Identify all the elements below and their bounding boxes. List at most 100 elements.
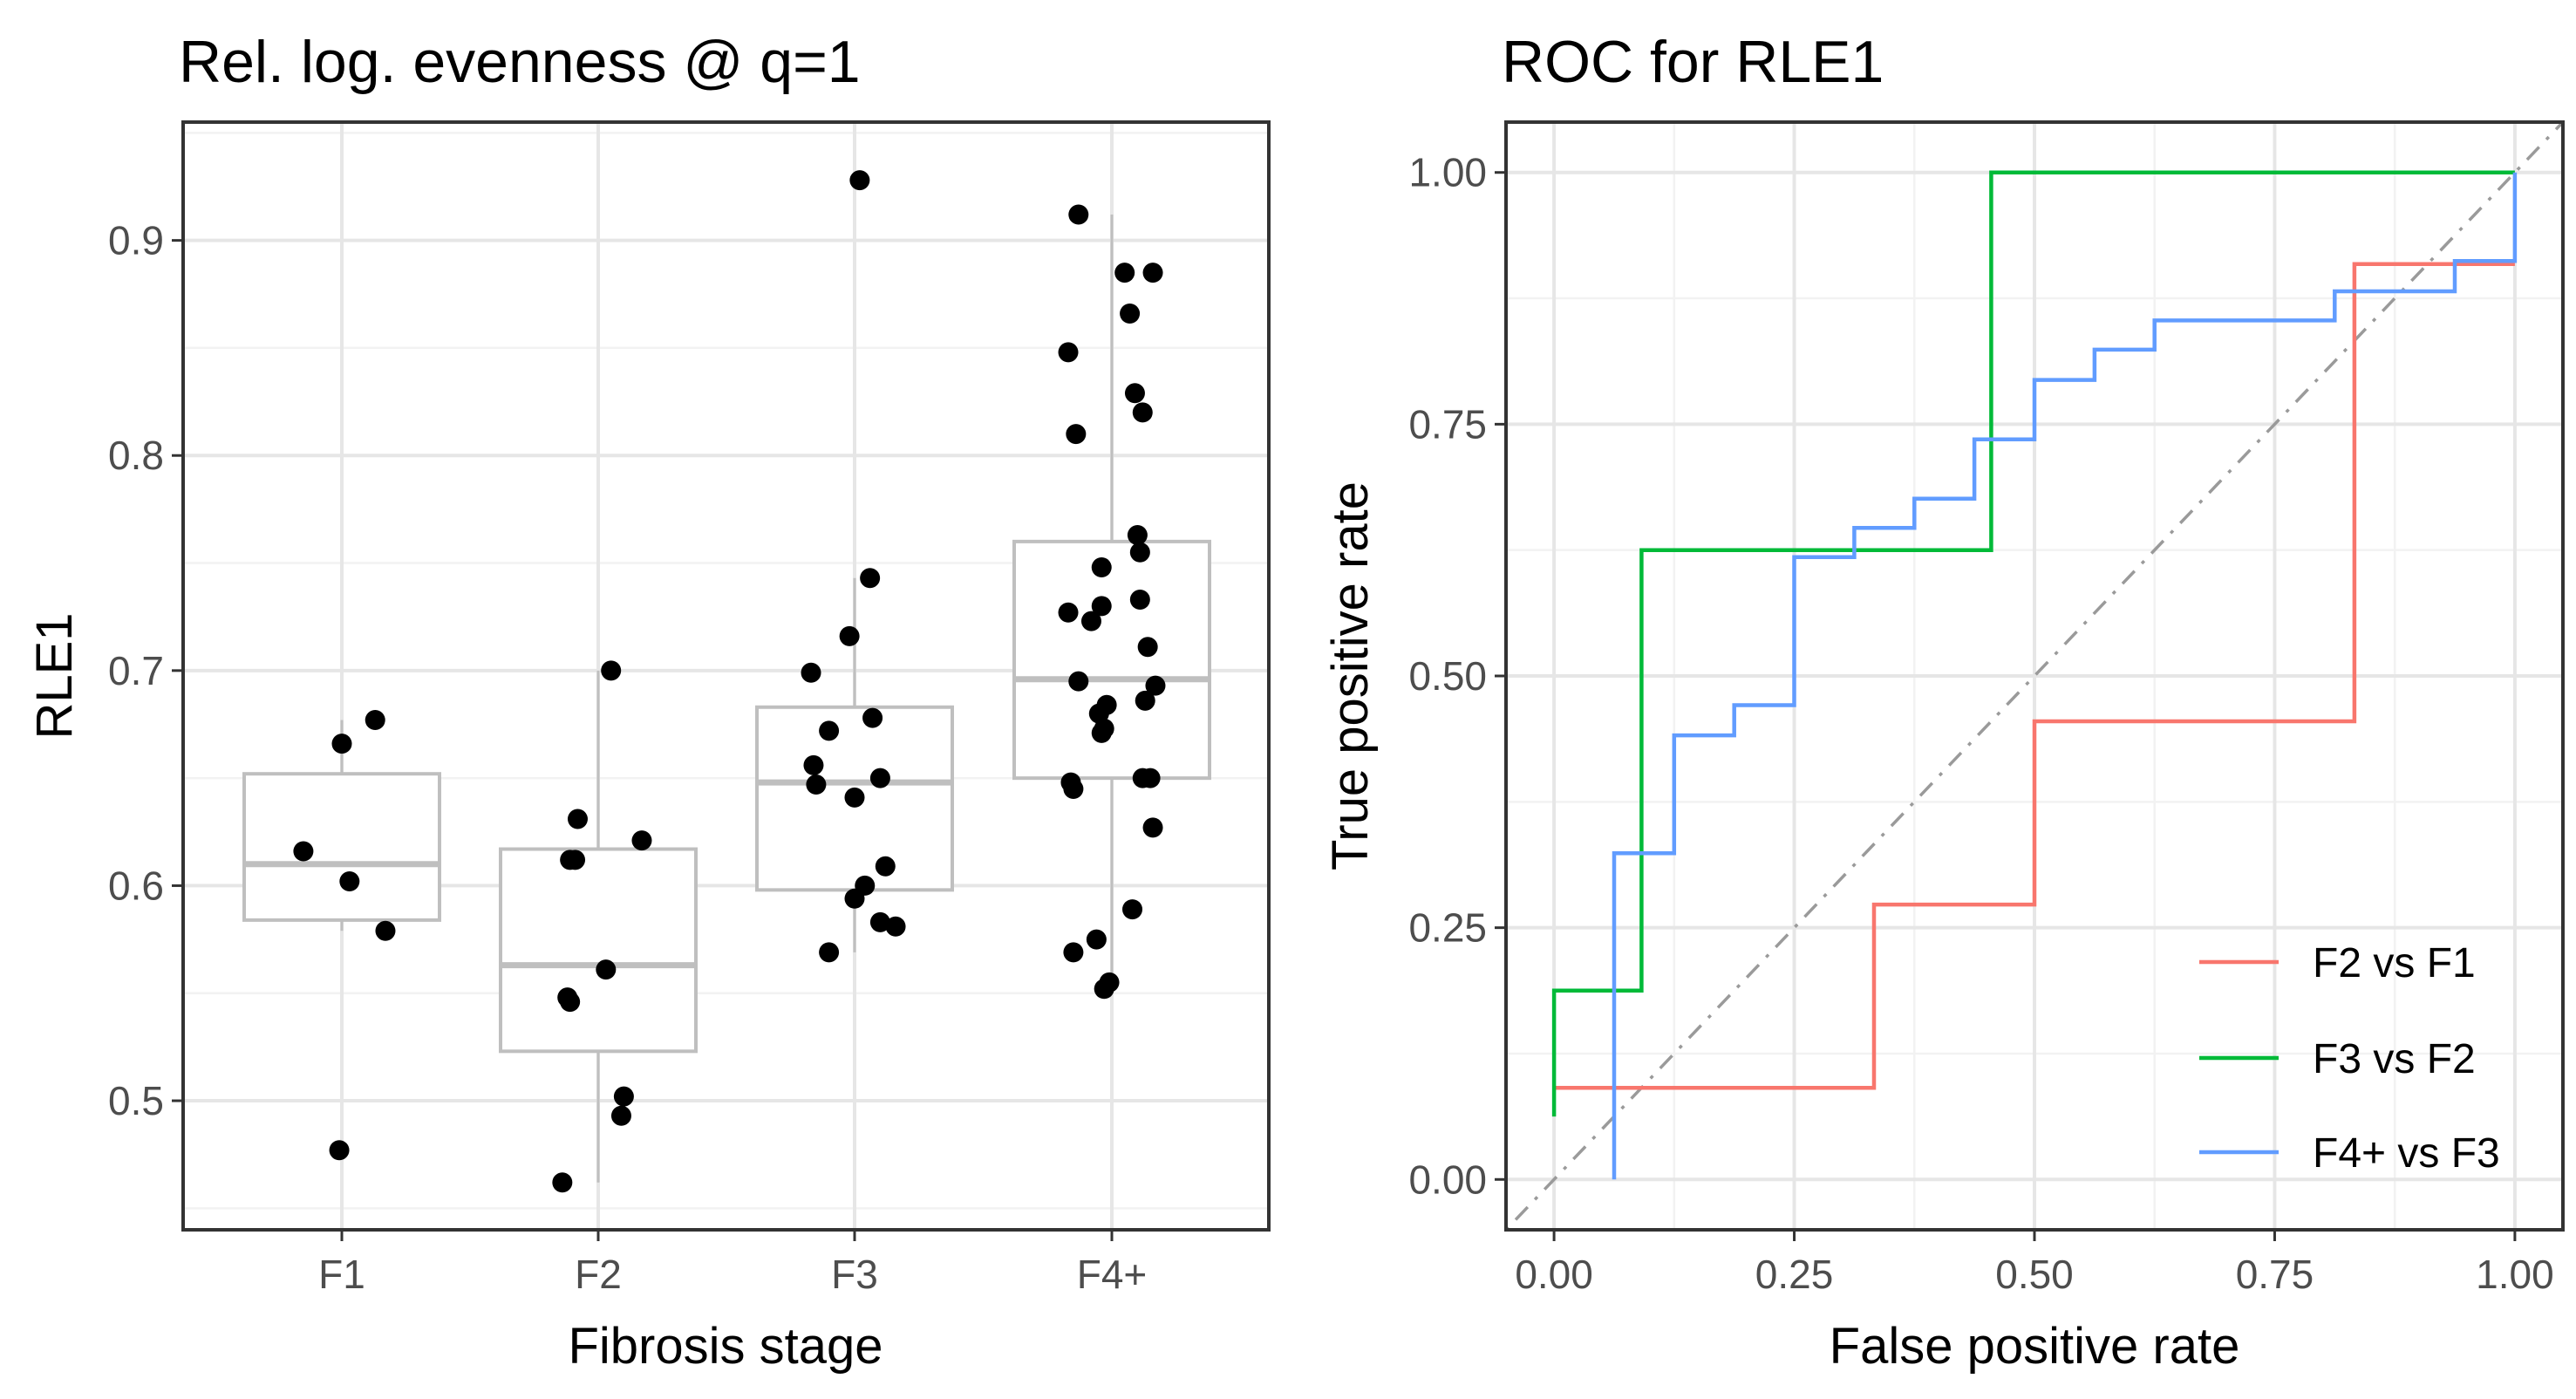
- data-point-f3: [869, 911, 890, 932]
- data-point-f2: [601, 660, 622, 681]
- data-point-f2: [560, 992, 581, 1013]
- roc-curves: [1551, 170, 2518, 1180]
- roc-x-tick-label: 0.00: [1515, 1252, 1593, 1297]
- roc-x-tick-label: 1.00: [2476, 1252, 2554, 1297]
- roc-x-tick-label: 0.75: [2236, 1252, 2314, 1297]
- data-point-f4-plus: [1063, 942, 1084, 963]
- roc-curve-f2-vs-f1: [1554, 262, 2515, 1090]
- data-point-f4-plus: [1114, 263, 1135, 283]
- roc-y-tick-label: 0.50: [1408, 653, 1487, 699]
- data-point-f3: [875, 856, 896, 877]
- data-point-f3: [844, 787, 865, 808]
- data-point-f2: [613, 1086, 634, 1107]
- y-tick-label: 0.9: [108, 218, 164, 263]
- roc-axis-ticks: 0.00 0.25 0.50 0.75 1.00 0.00 0.25 0.50 0.75 1.00: [1408, 150, 2553, 1297]
- y-tick-label: 0.7: [108, 648, 164, 693]
- data-point-f4-plus: [1137, 637, 1158, 658]
- data-point-f1: [331, 734, 352, 754]
- y-tick-label: 0.8: [108, 433, 164, 478]
- data-point-f4-plus: [1058, 602, 1079, 623]
- data-point-f4-plus: [1129, 542, 1150, 563]
- boxplot-panel: Rel. log. evenness @ q=1 0.5 0.6 0.7 0.8 0.9…: [26, 29, 1271, 1375]
- data-point-f2: [631, 830, 652, 851]
- data-point-f4-plus: [1142, 263, 1163, 283]
- box-f1: [242, 772, 441, 922]
- roc-x-axis-title: False positive rate: [1830, 1318, 2240, 1375]
- data-point-f4-plus: [1068, 671, 1089, 692]
- boxplot-boxes: [242, 215, 1211, 1183]
- data-point-f4-plus: [1068, 204, 1089, 225]
- data-point-f4-plus: [1080, 611, 1101, 631]
- data-point-f4-plus: [1091, 556, 1112, 577]
- roc-y-axis-title: True positive rate: [1322, 481, 1379, 870]
- data-point-f2: [552, 1172, 573, 1193]
- box-f2: [499, 847, 698, 1054]
- data-point-f4-plus: [1058, 342, 1079, 363]
- data-point-f3: [819, 720, 840, 741]
- data-point-f4-plus: [1088, 703, 1109, 724]
- roc-panel: ROC for RLE1 F2 vs F1 F3 vs F2 F4+ vs F3 0…: [1322, 29, 2565, 1375]
- boxplot-axis-ticks: 0.5 0.6 0.7 0.8 0.9 F1 F2 F3 F4+: [108, 218, 1147, 1297]
- data-point-f3: [803, 754, 824, 775]
- roc-y-tick-label: 0.75: [1408, 401, 1487, 447]
- data-point-f4-plus: [1086, 929, 1107, 950]
- data-point-f2: [610, 1105, 631, 1126]
- data-point-f1: [365, 710, 385, 731]
- legend-label-f4-plus-vs-f3: F4+ vs F3: [2313, 1130, 2500, 1177]
- roc-legend: F2 vs F1 F3 vs F2 F4+ vs F3: [2199, 940, 2500, 1177]
- data-point-f2: [567, 809, 588, 829]
- y-tick-label: 0.6: [108, 863, 164, 908]
- data-point-f4-plus: [1124, 383, 1145, 404]
- roc-x-tick-label: 0.50: [1995, 1252, 2074, 1297]
- y-tick-label: 0.5: [108, 1078, 164, 1123]
- data-point-f4-plus: [1091, 722, 1112, 743]
- legend-label-f2-vs-f1: F2 vs F1: [2313, 940, 2476, 986]
- box-f4-plus: [1012, 539, 1211, 781]
- boxplot-panel-border: [181, 120, 1271, 1232]
- data-point-f4-plus: [1140, 768, 1161, 788]
- boxplot-points: [293, 170, 1166, 1193]
- data-point-f4-plus: [1120, 303, 1141, 324]
- x-tick-label: F4+: [1077, 1252, 1148, 1297]
- data-point-f4-plus: [1066, 424, 1087, 445]
- data-point-f4-plus: [1127, 524, 1148, 545]
- data-point-f3: [862, 707, 883, 728]
- data-point-f4-plus: [1129, 589, 1150, 610]
- data-point-f4-plus: [1063, 778, 1084, 799]
- boxplot-x-axis-title: Fibrosis stage: [568, 1318, 883, 1375]
- x-tick-label: F2: [575, 1252, 622, 1297]
- data-point-f3: [819, 942, 840, 963]
- data-point-f4-plus: [1094, 979, 1114, 1000]
- roc-diagonal-reference-line: [1504, 120, 2565, 1232]
- data-point-f1: [375, 920, 396, 941]
- data-point-f3: [806, 775, 827, 795]
- roc-x-tick-label: 0.25: [1755, 1252, 1834, 1297]
- data-point-f3: [839, 625, 860, 646]
- data-point-f4-plus: [1135, 690, 1155, 711]
- boxplot-y-axis-title: RLE1: [26, 612, 83, 739]
- data-point-f1: [329, 1140, 350, 1161]
- data-point-f3: [869, 768, 890, 788]
- data-point-f4-plus: [1142, 817, 1163, 838]
- data-point-f1: [293, 841, 314, 862]
- data-point-f1: [339, 871, 360, 892]
- data-point-f3: [849, 170, 870, 191]
- x-tick-label: F1: [318, 1252, 365, 1297]
- data-point-f4-plus: [1122, 899, 1143, 920]
- data-point-f4-plus: [1132, 402, 1153, 423]
- data-point-f2: [596, 959, 617, 980]
- legend-label-f3-vs-f2: F3 vs F2: [2313, 1036, 2476, 1082]
- x-tick-label: F3: [831, 1252, 878, 1297]
- data-point-f3: [801, 662, 821, 683]
- roc-y-tick-label: 1.00: [1408, 150, 1487, 195]
- data-point-f3: [885, 916, 906, 937]
- roc-curve-f4-plus-vs-f3: [1612, 172, 2518, 1180]
- roc-y-tick-label: 0.25: [1408, 905, 1487, 951]
- boxplot-title: Rel. log. evenness @ q=1: [179, 29, 861, 95]
- data-point-f3: [844, 888, 865, 909]
- roc-y-tick-label: 0.00: [1408, 1157, 1487, 1202]
- data-point-f4-plus: [1091, 596, 1112, 617]
- data-point-f3: [860, 568, 881, 589]
- roc-curve-f3-vs-f2: [1551, 170, 2515, 1117]
